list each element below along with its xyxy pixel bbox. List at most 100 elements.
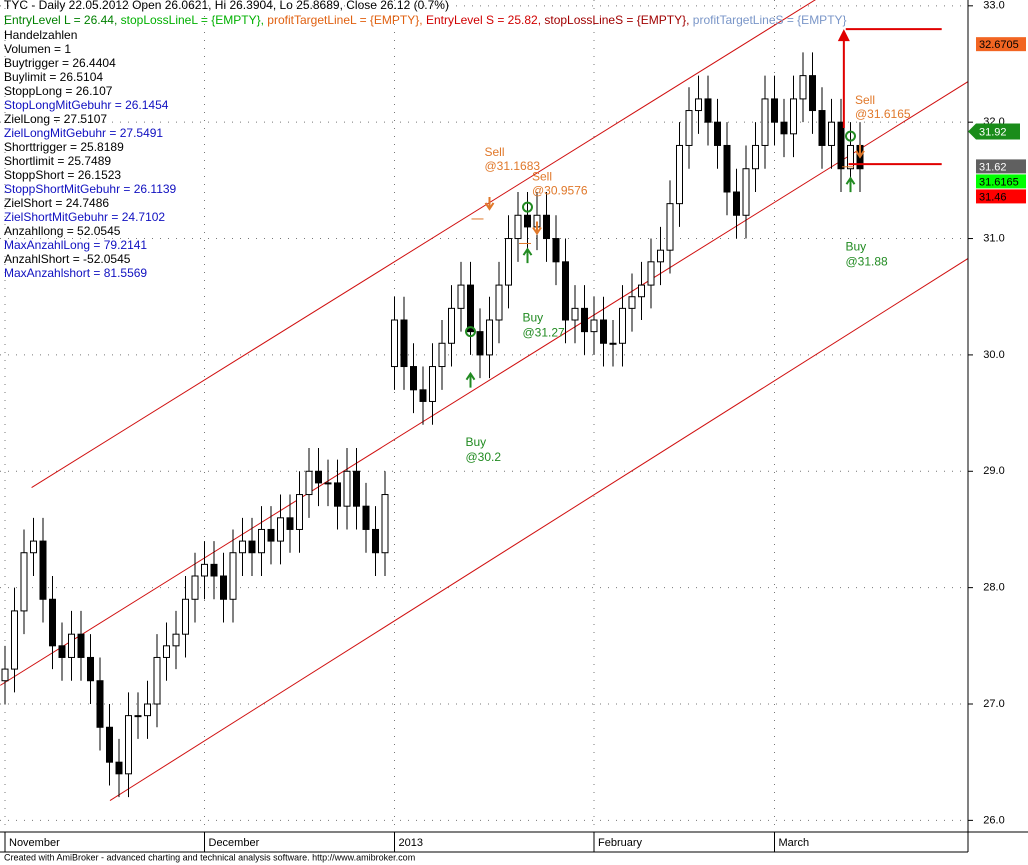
info-line: StoppLong = 26.107 bbox=[4, 84, 113, 98]
candle-body bbox=[172, 633, 180, 647]
candle-body bbox=[125, 715, 132, 775]
signal-marker bbox=[465, 326, 476, 338]
header-segment: stopLossLineL = {EMPTY}, bbox=[121, 13, 268, 27]
candle-body bbox=[96, 680, 104, 728]
candle-body bbox=[571, 307, 579, 321]
candle-body bbox=[153, 656, 161, 705]
candle-body bbox=[400, 319, 408, 368]
signal-label: Sell bbox=[855, 93, 875, 107]
candle-body bbox=[30, 540, 37, 554]
candle-body bbox=[296, 494, 303, 530]
candle-body bbox=[524, 214, 531, 228]
y-tick-label: 31.0 bbox=[983, 232, 1004, 244]
signal-price: @31.6165 bbox=[855, 107, 911, 121]
signal-label: Sell bbox=[485, 145, 505, 159]
signal-price: @31.88 bbox=[846, 254, 889, 268]
candle-body bbox=[144, 703, 151, 717]
overlay: TYC - Daily 22.05.2012 Open 26.0621, Hi … bbox=[4, 0, 847, 280]
candle-body bbox=[638, 284, 645, 298]
candle-body bbox=[68, 633, 75, 658]
x-tick-label: February bbox=[598, 837, 643, 849]
price-label-bg bbox=[976, 174, 1026, 189]
candle-body bbox=[847, 144, 854, 170]
candle-body bbox=[628, 296, 636, 309]
price-label-bg bbox=[976, 189, 1026, 204]
candle-body bbox=[666, 203, 674, 251]
header: TYC - Daily 22.05.2012 Open 26.0621, Hi … bbox=[4, 0, 449, 12]
candle-body bbox=[381, 494, 389, 554]
candle-body bbox=[514, 214, 522, 240]
candle-body bbox=[467, 284, 474, 333]
candle-body bbox=[761, 98, 769, 146]
y-tick-label: 27.0 bbox=[983, 698, 1004, 710]
candle-body bbox=[201, 563, 208, 577]
info-line: Anzahllong = 52.0545 bbox=[4, 224, 121, 238]
candle-body bbox=[676, 144, 683, 205]
candle-body bbox=[39, 540, 47, 600]
signal-price: @30.2 bbox=[466, 450, 502, 464]
candle-body bbox=[476, 331, 484, 356]
info-line: MaxAnzahlLong = 79.2141 bbox=[4, 238, 147, 252]
candle-body bbox=[809, 75, 816, 112]
candle-body bbox=[267, 528, 275, 542]
y-tick-label: 29.0 bbox=[983, 465, 1004, 477]
candle-body bbox=[353, 470, 360, 507]
target-arrow-head bbox=[837, 29, 850, 42]
header-segment: profitTargetLineL = {EMPTY}, bbox=[267, 13, 426, 27]
signal-marker bbox=[522, 201, 533, 213]
candle-body bbox=[115, 761, 123, 775]
candle-body bbox=[11, 610, 18, 670]
x-tick-label: 2013 bbox=[399, 837, 423, 849]
header-segment: EntryLevel L = 26.44, bbox=[4, 13, 121, 27]
candle-body bbox=[324, 482, 332, 485]
footer: Created with AmiBroker - advanced charti… bbox=[4, 852, 415, 862]
price-label-bg bbox=[968, 123, 1020, 140]
candle-body bbox=[210, 563, 218, 577]
candle-body bbox=[552, 238, 560, 263]
candle-body bbox=[438, 342, 446, 368]
candle-body bbox=[799, 75, 807, 100]
signal-arrow bbox=[845, 176, 856, 193]
signal-price: @30.9576 bbox=[532, 184, 588, 198]
y-tick-label: 28.0 bbox=[983, 582, 1004, 594]
y-tick-label: 26.0 bbox=[983, 814, 1004, 826]
candle-body bbox=[495, 284, 503, 321]
candle-body bbox=[609, 342, 617, 345]
candle-body bbox=[106, 726, 113, 763]
candle-body bbox=[1, 668, 9, 682]
candle-body bbox=[87, 656, 94, 682]
candle-body bbox=[372, 528, 379, 554]
candle-body bbox=[191, 575, 199, 600]
channel-line bbox=[31, 0, 816, 488]
signal-marker bbox=[845, 130, 856, 142]
y-tick-label: 33.0 bbox=[983, 0, 1004, 12]
signal-marker bbox=[855, 144, 865, 159]
price-label: 32.6705 bbox=[979, 39, 1019, 51]
candle-body bbox=[391, 319, 398, 368]
info-line: Volumen = 1 bbox=[4, 42, 71, 56]
price-label: 31.92 bbox=[979, 126, 1007, 138]
header-segment: profitTargetLineS = {EMPTY} bbox=[693, 13, 847, 27]
info-line: StopLongMitGebuhr = 26.1454 bbox=[4, 98, 169, 112]
candle-body bbox=[248, 540, 256, 554]
candle-body bbox=[771, 98, 778, 123]
candle-body bbox=[581, 307, 588, 333]
header-line: EntryLevel L = 26.44, stopLossLineL = {E… bbox=[4, 13, 847, 27]
channel-line bbox=[0, 81, 968, 686]
info-line: Buytrigger = 26.4404 bbox=[4, 56, 116, 70]
candle-body bbox=[457, 284, 465, 309]
price-label-bg bbox=[976, 37, 1026, 52]
candle-body bbox=[20, 552, 28, 612]
candle-body bbox=[77, 633, 85, 658]
price-label: 31.62 bbox=[979, 161, 1007, 173]
candle-body bbox=[419, 389, 427, 402]
candle-body bbox=[229, 552, 237, 600]
candle-body bbox=[163, 645, 170, 658]
signal-label: Buy bbox=[846, 239, 867, 253]
candle-body bbox=[685, 110, 693, 146]
info-line: Shorttrigger = 25.8189 bbox=[4, 140, 124, 154]
candle-body bbox=[182, 598, 189, 635]
signal-price: @31.1683 bbox=[485, 159, 541, 173]
info-line: ZielLong = 27.5107 bbox=[4, 112, 107, 126]
channel-line bbox=[109, 257, 968, 802]
